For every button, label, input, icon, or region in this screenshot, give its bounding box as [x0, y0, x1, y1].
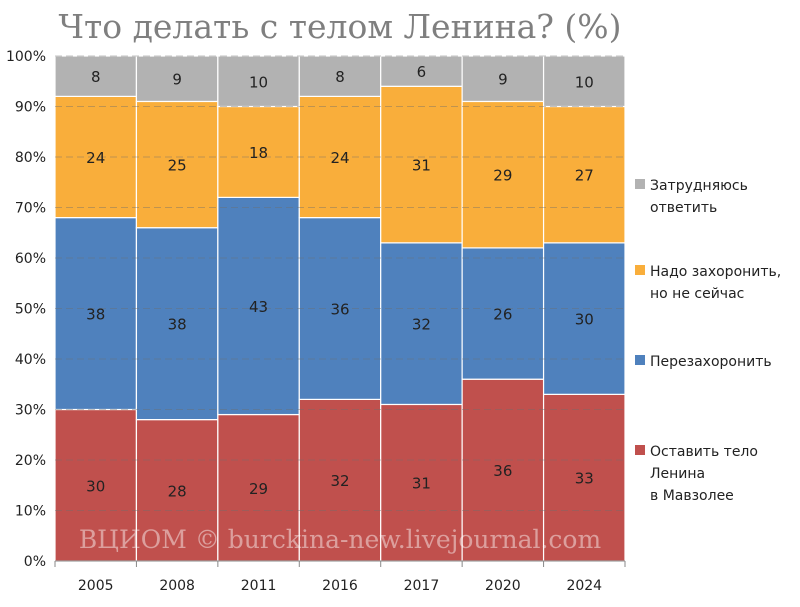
- data-label-2016-series-3: 24: [330, 149, 349, 167]
- bar-2024-series-4: [542, 55, 626, 108]
- legend-swatch-series-1: [635, 445, 645, 455]
- y-tick-label: 80%: [15, 150, 46, 166]
- x-tick-label: 2024: [566, 578, 602, 594]
- data-label-2016-series-2: 36: [330, 301, 349, 319]
- data-label-2005-series-2: 38: [86, 306, 105, 324]
- y-tick-label: 90%: [15, 100, 46, 116]
- y-axis: 0% 10% 20% 30% 40% 50% 60% 70% 80% 90% 100%: [6, 49, 56, 570]
- bar-2011-series-4: [217, 55, 300, 108]
- bar-2020-series-4: [461, 55, 545, 103]
- data-label-2011-series-2: 43: [249, 298, 268, 316]
- data-label-2008-series-2: 38: [168, 316, 187, 334]
- legend-label-series-2: Перезахоронить: [650, 354, 772, 370]
- bar-2005-series-1: [54, 408, 138, 562]
- x-tick-label: 2008: [159, 578, 195, 594]
- legend-label-series-4: ответить: [650, 200, 717, 216]
- legend-label-series-4: Затрудняюсь: [650, 178, 748, 194]
- bars: [54, 55, 626, 562]
- watermark: ВЦИОМ © burckina-new.livejournal.com: [79, 525, 602, 554]
- data-label-2020-series-4: 9: [498, 71, 508, 89]
- x-tick-label: 2017: [404, 578, 440, 594]
- bar-2005-series-2: [54, 217, 138, 411]
- x-tick-label: 2011: [241, 578, 277, 594]
- x-axis: 2005 2008 2011 2016 2017 2020 2024: [54, 560, 626, 594]
- legend-label-series-3: но не сейчас: [650, 286, 744, 302]
- bar-2008-series-2: [135, 227, 219, 421]
- data-label-2008-series-1: 28: [168, 482, 187, 500]
- y-tick-label: 40%: [15, 352, 46, 368]
- data-label-2005-series-4: 8: [91, 68, 101, 86]
- data-label-2017-series-4: 6: [417, 63, 427, 81]
- bar-2024-series-3: [542, 105, 626, 244]
- bar-2011-series-1: [217, 413, 300, 562]
- data-label-2017-series-2: 32: [412, 316, 431, 334]
- data-labels: 30 38 24 8 28 38 25 9 29 43 18 10 32 36 24 8 31 32 31 6 36 26…: [86, 63, 594, 500]
- x-tick-label: 2005: [78, 578, 114, 594]
- bar-2017-series-2: [380, 242, 463, 406]
- x-tick-label: 2016: [322, 578, 358, 594]
- bar-2024-series-1: [542, 393, 626, 562]
- data-label-2011-series-4: 10: [249, 73, 268, 91]
- data-label-2016-series-1: 32: [330, 472, 349, 490]
- legend-swatch-series-2: [635, 355, 645, 365]
- y-tick-label: 50%: [15, 302, 46, 318]
- legend-swatch-series-3: [635, 265, 645, 275]
- bar-2017-series-4: [380, 55, 463, 87]
- legend-label-series-3: Надо захоронить,: [650, 264, 781, 280]
- y-tick-label: 60%: [15, 251, 46, 267]
- bar-2017-series-3: [380, 85, 463, 244]
- y-tick-label: 10%: [15, 504, 46, 520]
- y-tick-label: 70%: [15, 201, 46, 217]
- bar-2024-series-2: [542, 242, 626, 395]
- data-label-2017-series-1: 31: [412, 475, 431, 493]
- bar-2020-series-2: [461, 247, 545, 380]
- data-label-2020-series-3: 29: [493, 167, 512, 185]
- legend-label-series-1: Ленина: [650, 466, 705, 482]
- data-label-2024-series-3: 27: [575, 167, 594, 185]
- data-label-2024-series-1: 33: [575, 470, 594, 488]
- data-label-2011-series-1: 29: [249, 480, 268, 498]
- legend-label-series-1: в Мавзолее: [650, 488, 734, 504]
- legend: Затрудняюсь ответить Надо захоронить, но не…: [635, 178, 781, 504]
- data-label-2020-series-2: 26: [493, 306, 512, 324]
- y-tick-label: 100%: [6, 49, 46, 65]
- bar-2005-series-4: [54, 55, 138, 98]
- data-label-2024-series-2: 30: [575, 311, 594, 329]
- chart-title: Что делать с телом Ленина? (%): [58, 7, 621, 46]
- data-label-2020-series-1: 36: [493, 462, 512, 480]
- data-label-2005-series-3: 24: [86, 149, 105, 167]
- legend-label-series-1: Оставить тело: [650, 444, 758, 460]
- data-label-2016-series-4: 8: [335, 68, 345, 86]
- y-tick-label: 0%: [24, 554, 46, 570]
- data-label-2017-series-3: 31: [412, 157, 431, 175]
- y-tick-label: 30%: [15, 403, 46, 419]
- gridlines: [55, 55, 625, 511]
- bar-2011-series-3: [217, 105, 300, 199]
- data-label-2024-series-4: 10: [575, 73, 594, 91]
- data-label-2008-series-3: 25: [168, 157, 187, 175]
- legend-swatch-series-4: [635, 179, 645, 189]
- bar-2008-series-1: [135, 419, 219, 562]
- x-tick-label: 2020: [485, 578, 521, 594]
- y-tick-label: 20%: [15, 453, 46, 469]
- data-label-2005-series-1: 30: [86, 477, 105, 495]
- data-label-2011-series-3: 18: [249, 144, 268, 162]
- data-label-2008-series-4: 9: [172, 71, 182, 89]
